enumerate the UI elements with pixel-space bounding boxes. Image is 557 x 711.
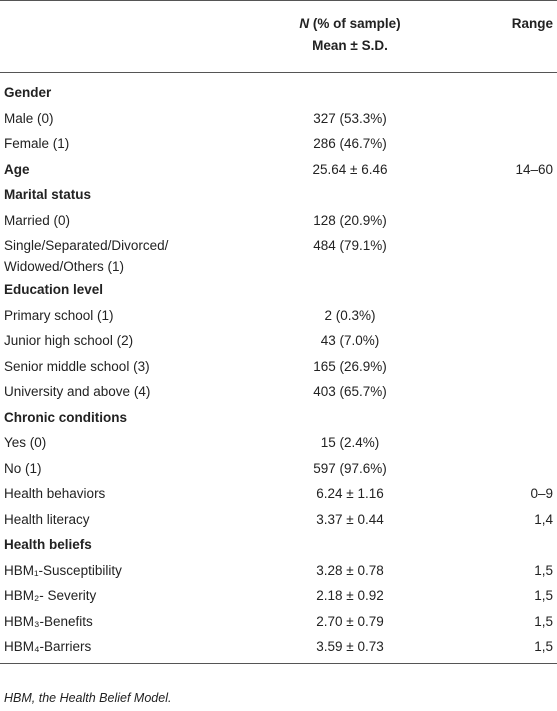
row-label: HBM₃-Benefits [4,613,93,629]
row-label: Chronic conditions [4,409,127,425]
table-row: No (1) 597 (97.6%) [0,453,557,479]
row-value: 3.37 ± 0.44 [316,511,384,527]
header-line2: Mean ± S.D. [312,38,388,53]
table-row: University and above (4) 403 (65.7%) [0,376,557,402]
row-label: Female (1) [4,136,70,151]
table-row: Senior middle school (3) 165 (26.9%) [0,351,557,377]
table-row: Chronic conditions [0,402,557,428]
table-row: Health beliefs [0,529,557,555]
row-value: 597 (97.6%) [313,460,387,476]
table-row: HBM₄-Barriers 3.59 ± 0.73 1,5 [0,631,557,657]
row-value: 43 (7.0%) [320,333,380,348]
row-value: 286 (46.7%) [313,136,387,151]
row-value: 165 (26.9%) [313,358,387,374]
row-value: 25.64 ± 6.46 [312,161,388,177]
row-label: Junior high school (2) [4,333,134,348]
row-label: Primary school (1) [4,307,114,323]
table-row: Junior high school (2) 43 (7.0%) [0,325,557,351]
table-row: Age 25.64 ± 6.46 14–60 [0,154,557,180]
row-label: University and above (4) [4,384,151,399]
table-row: Single/Separated/Divorced/ Widowed/Other… [0,230,557,274]
row-range: 0–9 [530,486,553,501]
table-row: HBM₂- Severity 2.18 ± 0.92 1,5 [0,580,557,606]
row-value: 2 (0.3%) [324,307,376,323]
header-text: (% of sample) [309,16,401,31]
row-label: HBM₁-Susceptibility [4,562,122,578]
table-row: Married (0) 128 (20.9%) [0,205,557,231]
table-row: Education level [0,274,557,300]
table-row: Health literacy 3.37 ± 0.44 1,4 [0,504,557,530]
row-value: 128 (20.9%) [313,212,387,228]
table-row: Female (1) 286 (46.7%) [0,128,557,154]
footnote: HBM, the Health Belief Model. [4,691,172,705]
row-range: 1,5 [534,613,553,629]
row-label: Yes (0) [4,435,47,450]
row-value: 2.70 ± 0.79 [316,613,384,629]
row-value: 3.28 ± 0.78 [316,562,384,578]
row-range: 1,5 [534,562,553,578]
range-column-header: Range [511,16,553,31]
row-label: Education level [4,282,104,297]
header-italic: N [299,16,310,31]
row-label: Marital status [4,187,92,202]
row-label: Single/Separated/Divorced/ Widowed/Other… [4,238,169,274]
row-label: Gender [4,85,52,100]
row-label: HBM₄-Barriers [4,639,92,654]
row-label: Health literacy [4,511,90,527]
row-label: Health behaviors [4,486,106,501]
row-label: Male (0) [4,110,54,126]
value-column-header: N (% of sample) Mean ± S.D. [250,13,450,57]
row-label: Age [4,161,30,177]
table-body: Gender Male (0) 327 (53.3%) Female (1) 286 (… [0,73,557,664]
row-range: 1,5 [534,639,553,654]
table-row: Marital status [0,179,557,205]
row-label: HBM₂- Severity [4,588,97,603]
row-range: 14–60 [515,161,553,177]
row-value: 3.59 ± 0.73 [316,639,384,654]
table-row: HBM₃-Benefits 2.70 ± 0.79 1,5 [0,606,557,632]
row-value: 15 (2.4%) [320,435,380,450]
table-row: Health behaviors 6.24 ± 1.16 0–9 [0,478,557,504]
row-range: 1,4 [534,511,553,527]
row-label: Health beliefs [4,537,92,552]
table-row: Yes (0) 15 (2.4%) [0,427,557,453]
row-label: Senior middle school (3) [4,358,150,374]
row-value: 2.18 ± 0.92 [316,588,384,603]
table-row: Male (0) 327 (53.3%) [0,103,557,129]
table-row: Primary school (1) 2 (0.3%) [0,300,557,326]
row-value: 403 (65.7%) [313,384,387,399]
table-row: Gender [0,77,557,103]
table: N (% of sample) Mean ± S.D. Range Gender M… [0,0,557,664]
row-range: 1,5 [534,588,553,603]
row-label: No (1) [4,460,42,476]
row-value: 327 (53.3%) [313,110,387,126]
row-label: Married (0) [4,212,71,228]
table-header: N (% of sample) Mean ± S.D. Range [0,0,557,73]
row-value: 484 (79.1%) [313,238,387,253]
table-row: HBM₁-Susceptibility 3.28 ± 0.78 1,5 [0,555,557,581]
row-value: 6.24 ± 1.16 [316,486,384,501]
